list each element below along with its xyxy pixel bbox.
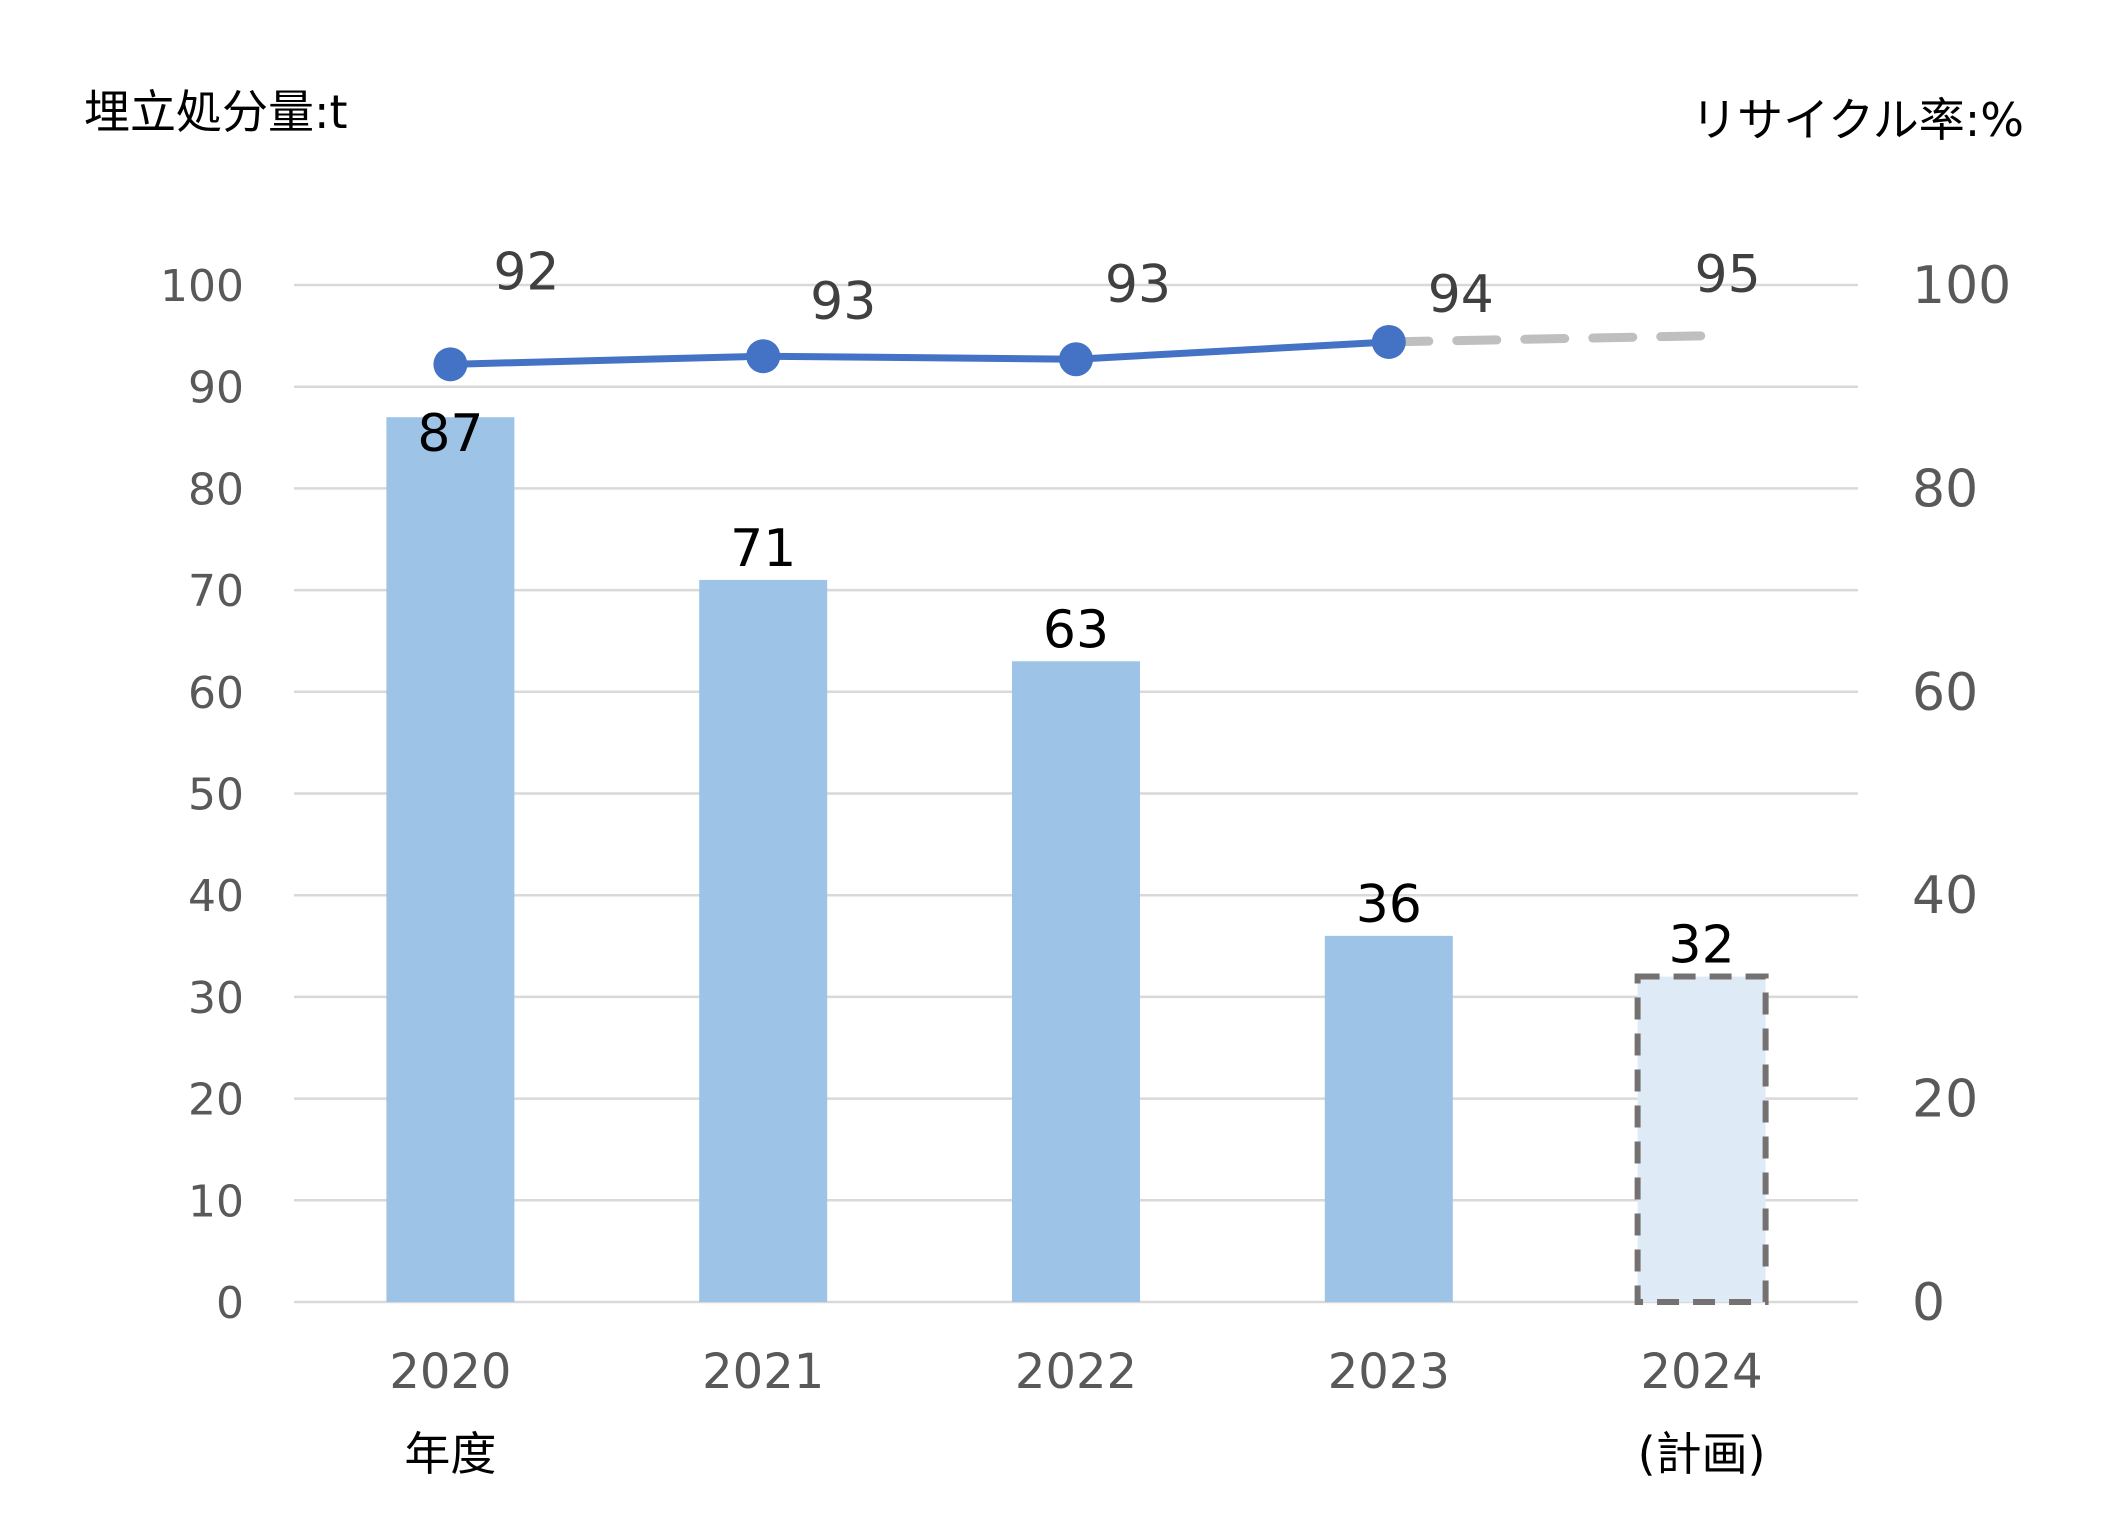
- right-axis-ticks: 0 20 40 60 80 100: [1912, 256, 2011, 1333]
- left-tick-label: 40: [188, 871, 244, 922]
- bar: [699, 579, 828, 1302]
- right-axis-title: リサイクル率:%: [1691, 93, 2024, 147]
- line-data-label: 93: [1105, 255, 1171, 315]
- line-point: [1371, 324, 1406, 359]
- left-tick-label: 80: [188, 464, 244, 515]
- bar-data-label: 36: [1356, 875, 1422, 935]
- left-tick-label: 20: [188, 1075, 244, 1126]
- right-tick-label: 80: [1912, 459, 1978, 519]
- left-tick-label: 100: [160, 261, 244, 312]
- line-data-labels: 92 93 93 94 95: [493, 242, 1760, 332]
- bar-planned: [1634, 973, 1769, 1305]
- left-tick-label: 60: [188, 668, 244, 719]
- line-data-label: 95: [1695, 245, 1761, 305]
- category-label: 2024: [1641, 1344, 1763, 1400]
- bar: [386, 417, 515, 1303]
- line-point: [1059, 342, 1093, 377]
- category-sublabel: (計画): [1638, 1427, 1766, 1481]
- bar-data-label: 71: [730, 519, 796, 579]
- left-tick-label: 90: [188, 363, 244, 414]
- left-tick-label: 50: [188, 770, 244, 821]
- left-tick-label: 30: [188, 973, 244, 1024]
- category-sublabel: 年度: [404, 1427, 496, 1481]
- line-segment-planned: [1384, 331, 1707, 347]
- category-label: 2021: [702, 1344, 824, 1400]
- category-label: 2020: [389, 1344, 511, 1400]
- category-label: 2022: [1015, 1344, 1137, 1400]
- right-tick-label: 40: [1912, 866, 1978, 926]
- bars: [386, 417, 1769, 1305]
- bar-data-label: 63: [1043, 600, 1109, 660]
- bar: [1012, 661, 1140, 1302]
- right-tick-label: 60: [1912, 663, 1978, 723]
- left-tick-label: 0: [216, 1278, 244, 1329]
- line-point: [746, 339, 781, 374]
- category-label: 2023: [1328, 1344, 1450, 1400]
- line-data-label: 93: [810, 272, 876, 332]
- right-tick-label: 20: [1912, 1070, 1978, 1130]
- bar: [1324, 935, 1453, 1302]
- left-tick-label: 10: [188, 1176, 244, 1227]
- recycling-rate-line: [433, 324, 1707, 382]
- right-tick-label: 0: [1912, 1273, 1945, 1333]
- line-segment: [759, 352, 1080, 363]
- right-tick-label: 100: [1912, 256, 2011, 316]
- line-data-label: 94: [1428, 265, 1494, 325]
- line-point: [433, 347, 468, 382]
- bar-data-label: 87: [417, 404, 483, 464]
- left-tick-label: 70: [188, 566, 244, 617]
- line-segment: [1072, 338, 1393, 363]
- line-segment: [446, 352, 767, 368]
- left-axis-ticks: 0 10 20 30 40 50 60 70 80 90 100: [160, 261, 244, 1329]
- bar-data-labels: 87 71 63 36 32: [417, 404, 1734, 975]
- bar-data-label: 32: [1669, 916, 1735, 976]
- left-axis-title: 埋立処分量:t: [84, 85, 348, 139]
- line-data-label: 92: [493, 242, 559, 302]
- category-axis: 2020 年度 2021 2022 2023 2024 (計画): [389, 1344, 1765, 1481]
